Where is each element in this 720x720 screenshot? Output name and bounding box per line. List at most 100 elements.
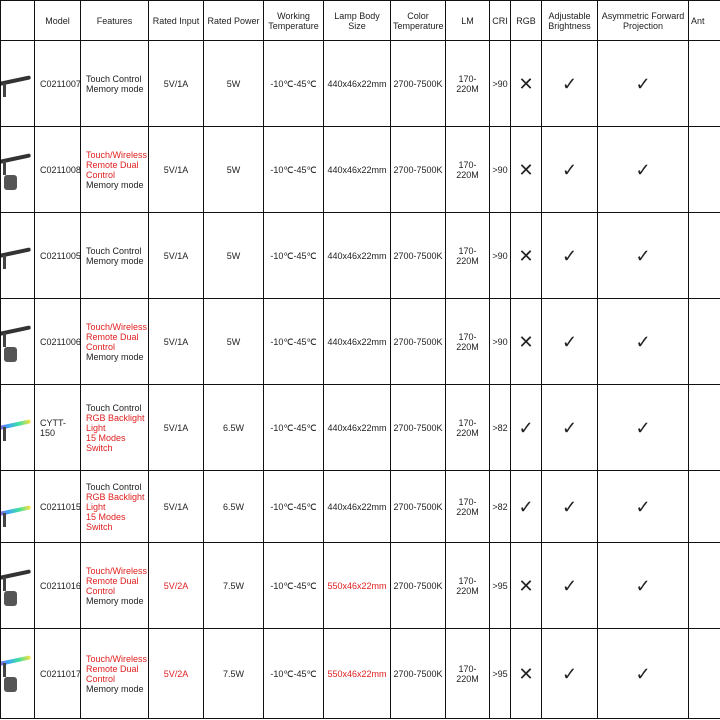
remote-control-image <box>4 591 17 606</box>
truncated-cell <box>688 470 720 543</box>
column-header: Rated Power <box>203 0 264 41</box>
column-header <box>0 0 35 41</box>
table-row: C0211008 Touch/Wireless Remote Dual Contr… <box>0 126 720 213</box>
lamp-arm <box>3 577 6 591</box>
table-row: C0211017 Touch/Wireless Remote Dual Contr… <box>0 628 720 719</box>
features-cell: Touch Control RGB Backlight Light 15 Modes… <box>80 470 149 543</box>
truncated-cell <box>688 40 720 127</box>
working-temperature-cell: -10℃-45℃ <box>263 212 324 299</box>
cri-cell: >95 <box>489 542 511 629</box>
working-temperature-cell: -10℃-45℃ <box>263 126 324 213</box>
working-temperature-cell: -10℃-45℃ <box>263 298 324 385</box>
column-header: Features <box>80 0 149 41</box>
check-icon: ✓ <box>541 470 598 543</box>
column-header: Model <box>34 0 81 41</box>
column-header: Asymmetric Forward Projection <box>597 0 689 41</box>
remote-control-image <box>4 175 17 190</box>
rated-power-cell: 6.5W <box>203 470 264 543</box>
product-image <box>0 298 35 385</box>
model-cell: C0211006 <box>34 298 81 385</box>
check-icon: ✓ <box>597 384 689 471</box>
table-row: C0211007 Touch Control Memory mode 5V/1A 5W -… <box>0 40 720 127</box>
feature-text: Touch Control <box>86 481 142 492</box>
feature-text: Touch Control <box>86 245 142 256</box>
color-temperature-cell: 2700-7500K <box>390 628 446 719</box>
model-cell: C0211015 <box>34 470 81 543</box>
features-cell: Touch/Wireless Remote Dual Control Memory… <box>80 126 149 213</box>
table-row: C0211015 Touch Control RGB Backlight Light… <box>0 470 720 543</box>
rated-input-cell: 5V/1A <box>148 384 204 471</box>
truncated-cell <box>688 384 720 471</box>
cri-cell: >90 <box>489 40 511 127</box>
cri-cell: >90 <box>489 212 511 299</box>
color-temperature-cell: 2700-7500K <box>390 470 446 543</box>
color-temperature-cell: 2700-7500K <box>390 40 446 127</box>
check-icon: ✓ <box>597 126 689 213</box>
column-header: Ant <box>688 0 720 41</box>
column-header: CRI <box>489 0 511 41</box>
cross-icon: ✕ <box>510 628 542 719</box>
color-temperature-cell: 2700-7500K <box>390 542 446 629</box>
lamp-size-cell: 440x46x22mm <box>323 126 391 213</box>
rated-input-cell: 5V/1A <box>148 470 204 543</box>
working-temperature-cell: -10℃-45℃ <box>263 40 324 127</box>
rated-power-cell: 7.5W <box>203 628 264 719</box>
check-icon: ✓ <box>541 298 598 385</box>
rated-power-cell: 5W <box>203 40 264 127</box>
check-icon: ✓ <box>541 628 598 719</box>
lamp-arm <box>3 333 6 347</box>
rated-input-cell: 5V/2A <box>148 628 204 719</box>
features-cell: Touch Control RGB Backlight Light 15 Modes… <box>80 384 149 471</box>
product-image <box>0 628 35 719</box>
remote-control-image <box>4 347 17 362</box>
working-temperature-cell: -10℃-45℃ <box>263 542 324 629</box>
lamp-arm <box>3 513 6 527</box>
header-row: Model Features Rated Input Rated Power Worki… <box>0 0 720 41</box>
lamp-arm <box>3 427 6 441</box>
check-icon: ✓ <box>541 126 598 213</box>
model-cell: C0211016 <box>34 542 81 629</box>
feature-text: RGB Backlight Light <box>86 412 145 433</box>
rated-input-cell: 5V/1A <box>148 126 204 213</box>
feature-text: RGB Backlight Light <box>86 491 145 512</box>
feature-text: Memory mode <box>86 351 144 362</box>
check-icon: ✓ <box>541 542 598 629</box>
color-temperature-cell: 2700-7500K <box>390 298 446 385</box>
check-icon: ✓ <box>510 384 542 471</box>
rated-power-cell: 6.5W <box>203 384 264 471</box>
working-temperature-cell: -10℃-45℃ <box>263 628 324 719</box>
column-header: Adjustable Brightness <box>541 0 598 41</box>
product-image <box>0 542 35 629</box>
features-cell: Touch Control Memory mode <box>80 212 149 299</box>
table-row: C0211005 Touch Control Memory mode 5V/1A 5W -… <box>0 212 720 299</box>
column-header: Rated Input <box>148 0 204 41</box>
truncated-cell <box>688 212 720 299</box>
lm-cell: 170-220M <box>445 298 490 385</box>
truncated-cell <box>688 298 720 385</box>
feature-text: 15 Modes Switch <box>86 432 126 453</box>
table-row: C0211006 Touch/Wireless Remote Dual Contr… <box>0 298 720 385</box>
lamp-arm <box>3 161 6 175</box>
lm-cell: 170-220M <box>445 384 490 471</box>
lamp-size-cell: 440x46x22mm <box>323 212 391 299</box>
product-image <box>0 126 35 213</box>
cri-cell: >90 <box>489 298 511 385</box>
lamp-arm <box>3 255 6 269</box>
rated-power-cell: 5W <box>203 212 264 299</box>
check-icon: ✓ <box>541 384 598 471</box>
truncated-cell <box>688 126 720 213</box>
column-header: Working Temperature <box>263 0 324 41</box>
features-cell: Touch/Wireless Remote Dual Control Memory… <box>80 628 149 719</box>
model-cell: C0211008 <box>34 126 81 213</box>
lm-cell: 170-220M <box>445 40 490 127</box>
lm-cell: 170-220M <box>445 628 490 719</box>
feature-text: Touch/Wireless Remote Dual Control <box>86 321 148 352</box>
rated-input-cell: 5V/2A <box>148 542 204 629</box>
feature-text: Memory mode <box>86 255 144 266</box>
column-header: RGB <box>510 0 542 41</box>
check-icon: ✓ <box>597 628 689 719</box>
features-cell: Touch Control Memory mode <box>80 40 149 127</box>
working-temperature-cell: -10℃-45℃ <box>263 470 324 543</box>
lamp-size-cell: 440x46x22mm <box>323 298 391 385</box>
